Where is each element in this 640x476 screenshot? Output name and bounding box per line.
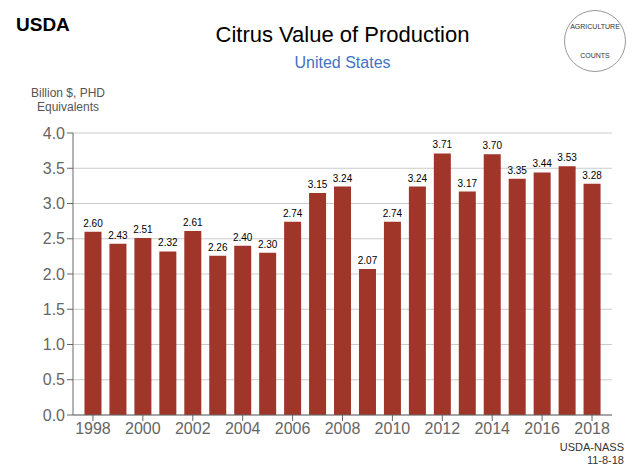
html-text:11-8-18: 11-8-18 bbox=[586, 454, 624, 466]
svg-text:3.5: 3.5 bbox=[43, 160, 65, 177]
svg-text:3.0: 3.0 bbox=[43, 195, 65, 212]
svg-text:2.26: 2.26 bbox=[208, 242, 228, 253]
html-text:Billion $, PHD: Billion $, PHD bbox=[31, 86, 105, 100]
svg-text:2008: 2008 bbox=[325, 420, 361, 437]
svg-text:2.74: 2.74 bbox=[283, 208, 303, 219]
html-text:United States: United States bbox=[294, 54, 391, 71]
svg-text:2004: 2004 bbox=[225, 420, 261, 437]
html-text:Equivalents: Equivalents bbox=[37, 100, 99, 114]
svg-text:2002: 2002 bbox=[175, 420, 211, 437]
svg-text:3.44: 3.44 bbox=[532, 158, 552, 169]
svg-text:3.17: 3.17 bbox=[458, 178, 478, 189]
html-text:COUNTS: COUNTS bbox=[580, 52, 610, 59]
svg-text:3.71: 3.71 bbox=[433, 139, 453, 150]
svg-text:2018: 2018 bbox=[574, 420, 610, 437]
svg-text:4.0: 4.0 bbox=[43, 125, 65, 142]
html-text:Citrus Value of Production: Citrus Value of Production bbox=[215, 22, 470, 47]
svg-text:1998: 1998 bbox=[75, 420, 111, 437]
svg-text:2.32: 2.32 bbox=[158, 237, 178, 248]
svg-text:3.35: 3.35 bbox=[507, 165, 527, 176]
svg-text:2.61: 2.61 bbox=[183, 217, 203, 228]
svg-text:2.30: 2.30 bbox=[258, 239, 278, 250]
svg-text:0.5: 0.5 bbox=[43, 371, 65, 388]
svg-text:2006: 2006 bbox=[275, 420, 311, 437]
html-text:USDA: USDA bbox=[16, 14, 70, 35]
svg-text:2.74: 2.74 bbox=[383, 208, 403, 219]
svg-text:2.43: 2.43 bbox=[108, 230, 128, 241]
svg-text:2.51: 2.51 bbox=[133, 224, 153, 235]
svg-text:2000: 2000 bbox=[125, 420, 161, 437]
svg-text:0.0: 0.0 bbox=[43, 407, 65, 424]
svg-text:3.53: 3.53 bbox=[557, 152, 577, 163]
svg-text:2014: 2014 bbox=[474, 420, 510, 437]
svg-text:2010: 2010 bbox=[375, 420, 411, 437]
svg-text:2.60: 2.60 bbox=[83, 218, 103, 229]
svg-text:2.0: 2.0 bbox=[43, 266, 65, 283]
svg-text:2016: 2016 bbox=[524, 420, 560, 437]
svg-text:3.24: 3.24 bbox=[333, 173, 353, 184]
svg-text:2012: 2012 bbox=[425, 420, 461, 437]
html-text:AGRICULTURE: AGRICULTURE bbox=[570, 23, 620, 30]
svg-text:2.40: 2.40 bbox=[233, 232, 253, 243]
svg-text:3.15: 3.15 bbox=[308, 179, 328, 190]
svg-text:1.5: 1.5 bbox=[43, 301, 65, 318]
html-text:USDA-NASS: USDA-NASS bbox=[559, 441, 624, 453]
svg-text:3.24: 3.24 bbox=[408, 173, 428, 184]
svg-text:3.70: 3.70 bbox=[483, 140, 503, 151]
svg-text:1.0: 1.0 bbox=[43, 336, 65, 353]
svg-text:2.5: 2.5 bbox=[43, 230, 65, 247]
svg-text:2.07: 2.07 bbox=[358, 255, 378, 266]
svg-text:3.28: 3.28 bbox=[582, 170, 602, 181]
